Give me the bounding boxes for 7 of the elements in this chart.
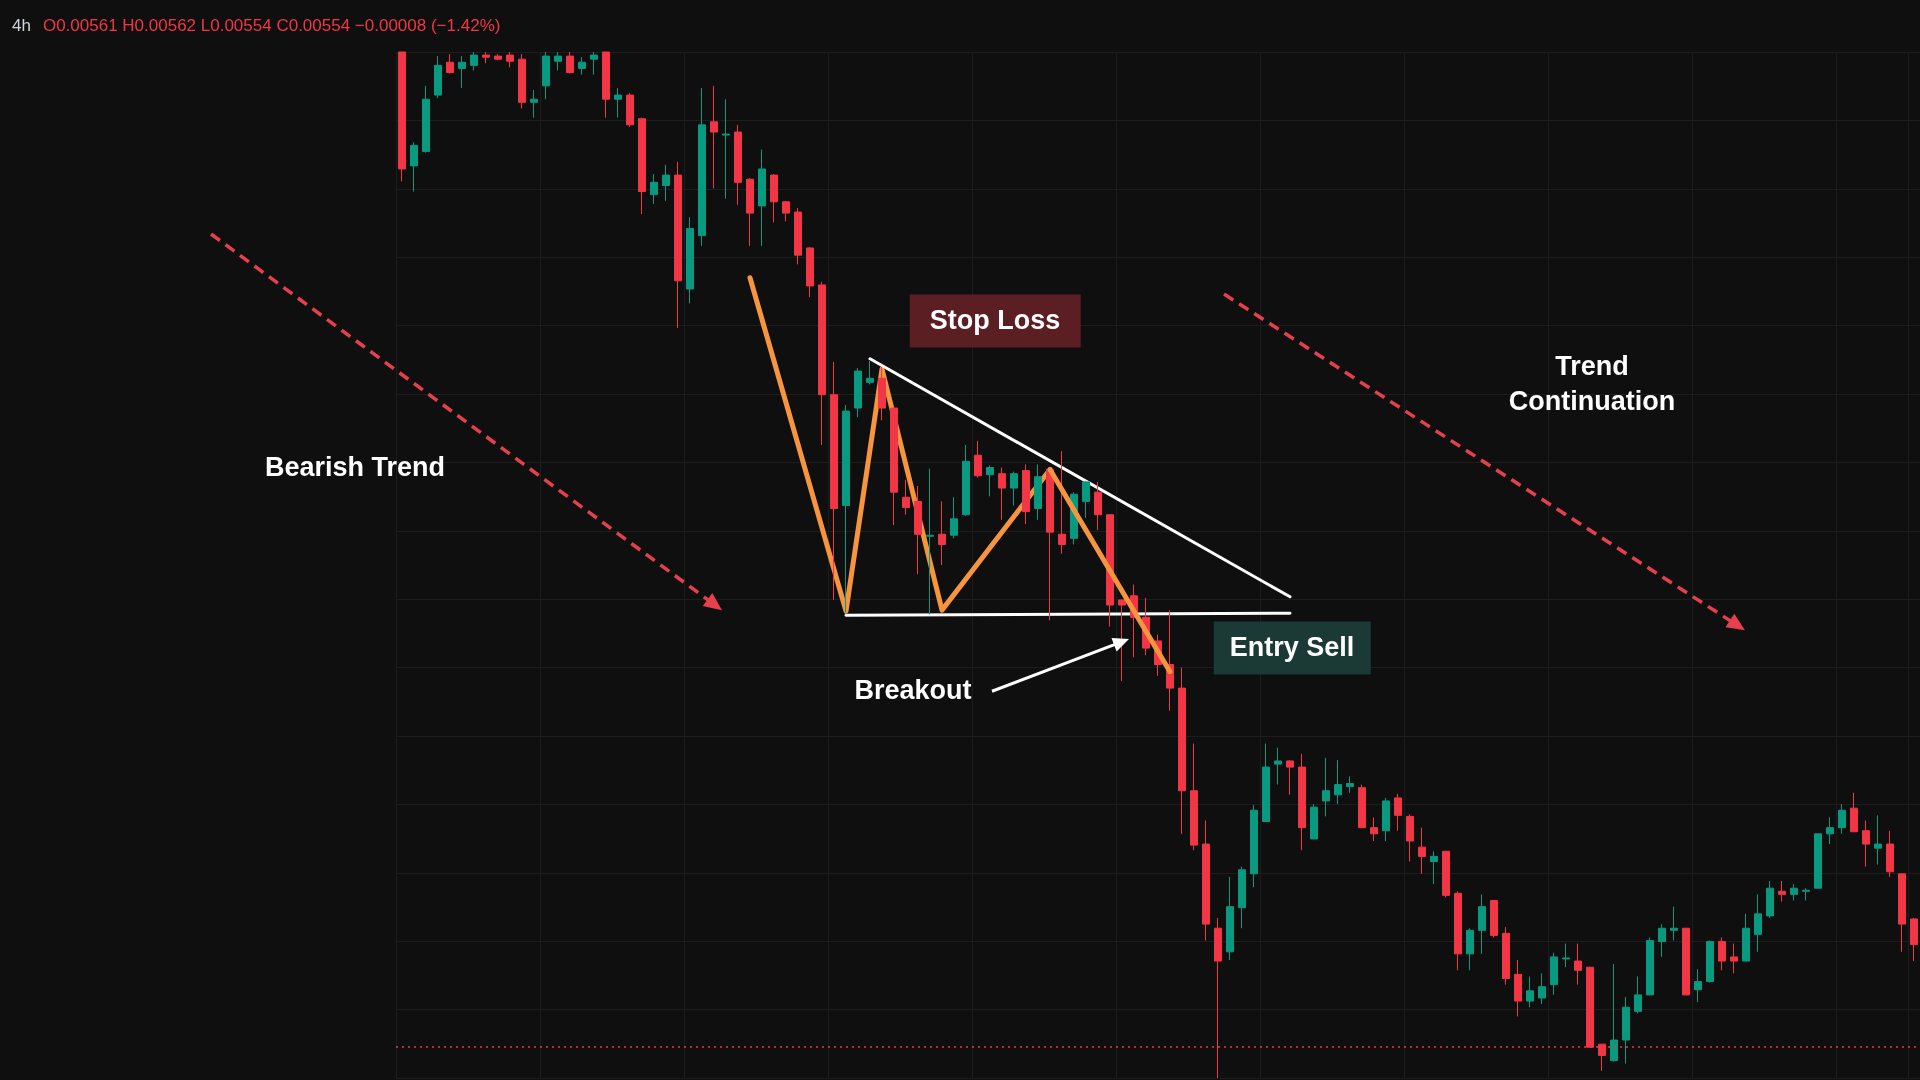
annotation: Stop Loss <box>909 294 1081 348</box>
annotation: Bearish Trend <box>264 451 446 485</box>
annotation: Trend Continuation <box>1507 349 1677 418</box>
annotation: Breakout <box>854 674 972 708</box>
text: 4h <box>12 16 31 35</box>
chart-subtitle: O0.00561 H0.00562 L0.00554 C0.00554 −0.00008 (−1.42%) <box>42 16 501 35</box>
annotation: Entry Sell <box>1213 621 1371 675</box>
